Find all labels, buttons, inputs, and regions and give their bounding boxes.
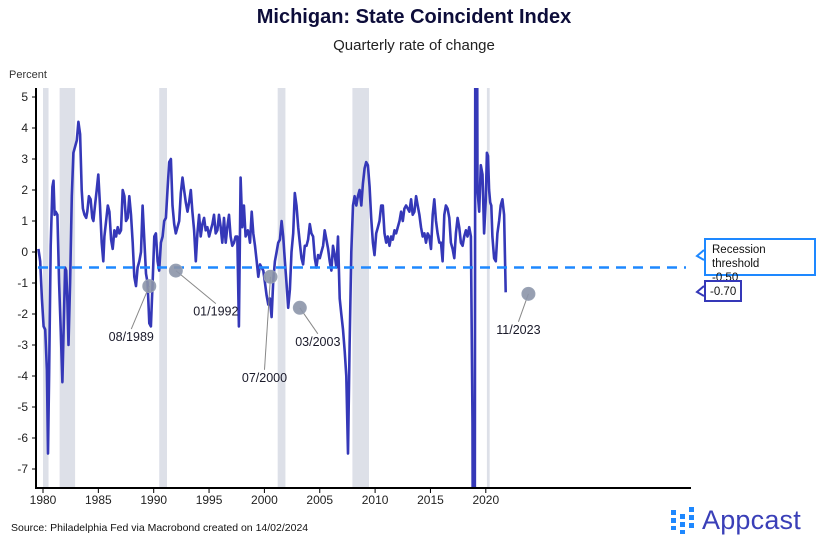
- appcast-logo-text: Appcast: [702, 505, 801, 535]
- x-tick-label: 2020: [472, 493, 499, 507]
- annotation-label: 11/2023: [496, 323, 540, 337]
- y-tick-label: 0: [21, 245, 28, 259]
- recession-band: [486, 88, 490, 488]
- chart-subtitle: Quarterly rate of change: [333, 37, 495, 54]
- y-tick-label: 4: [21, 121, 28, 135]
- y-tick-label: -2: [17, 307, 28, 321]
- annotation-label: 03/2003: [295, 335, 340, 349]
- threshold-callout-pointer: [695, 249, 705, 261]
- y-tick-label: 2: [21, 183, 28, 197]
- recession-band: [43, 88, 49, 488]
- recession-band: [352, 88, 370, 488]
- y-tick-label: -1: [17, 276, 28, 290]
- x-tick-label: 2005: [306, 493, 333, 507]
- value-callout-pointer: [695, 285, 705, 297]
- y-tick-label: 3: [21, 152, 28, 166]
- x-tick-label: 2010: [362, 493, 389, 507]
- annotation-marker: [521, 286, 536, 301]
- chart-title: Michigan: State Coincident Index: [256, 6, 572, 28]
- x-tick-label: 1980: [30, 493, 57, 507]
- y-tick-label: -4: [17, 369, 28, 383]
- y-tick-label: 5: [21, 90, 28, 104]
- annotation-marker: [292, 300, 307, 315]
- annotation-marker: [263, 269, 278, 284]
- y-tick-label: -5: [17, 400, 28, 414]
- x-tick-label: 1985: [85, 493, 112, 507]
- annotations-layer: 08/1989 01/1992 07/2000 03/2003 11/2023: [109, 249, 705, 385]
- x-tick-label: 2000: [251, 493, 278, 507]
- y-tick-label: -7: [17, 462, 28, 476]
- annotation-label: 08/1989: [109, 330, 154, 344]
- y-tick-label: 1: [21, 214, 28, 228]
- annotation-leader: [175, 270, 217, 304]
- x-tick-label: 1995: [196, 493, 223, 507]
- x-tick-label: 1990: [140, 493, 167, 507]
- y-axis-label: Percent: [9, 69, 47, 81]
- axes: 5 4 3 2 1 0 -1 -2 -3 -4 -5 -6 -7 1980 1985 1990 1995 2000…: [17, 88, 691, 507]
- y-tick-label: -6: [17, 431, 28, 445]
- x-tick-label: 2015: [417, 493, 444, 507]
- annotation-label: 01/1992: [193, 305, 238, 319]
- annotation-leader: [263, 276, 271, 370]
- latest-value-callout: -0.70: [704, 280, 742, 302]
- appcast-logo: Appcast: [670, 505, 801, 536]
- annotation-leader: [130, 285, 150, 330]
- annotation-marker: [142, 279, 157, 294]
- annotation-marker: [168, 263, 183, 278]
- latest-value-label: -0.70: [710, 286, 737, 298]
- annotation-label: 07/2000: [242, 371, 287, 385]
- source-note: Source: Philadelphia Fed via Macrobond c…: [11, 522, 309, 534]
- recession-band: [277, 88, 286, 488]
- threshold-callout-label: Recession threshold: [712, 244, 766, 270]
- recession-threshold-callout: Recession threshold -0.50: [704, 238, 816, 284]
- y-tick-label: -3: [17, 338, 28, 352]
- recession-band: [159, 88, 167, 488]
- appcast-logo-icon: [671, 506, 694, 534]
